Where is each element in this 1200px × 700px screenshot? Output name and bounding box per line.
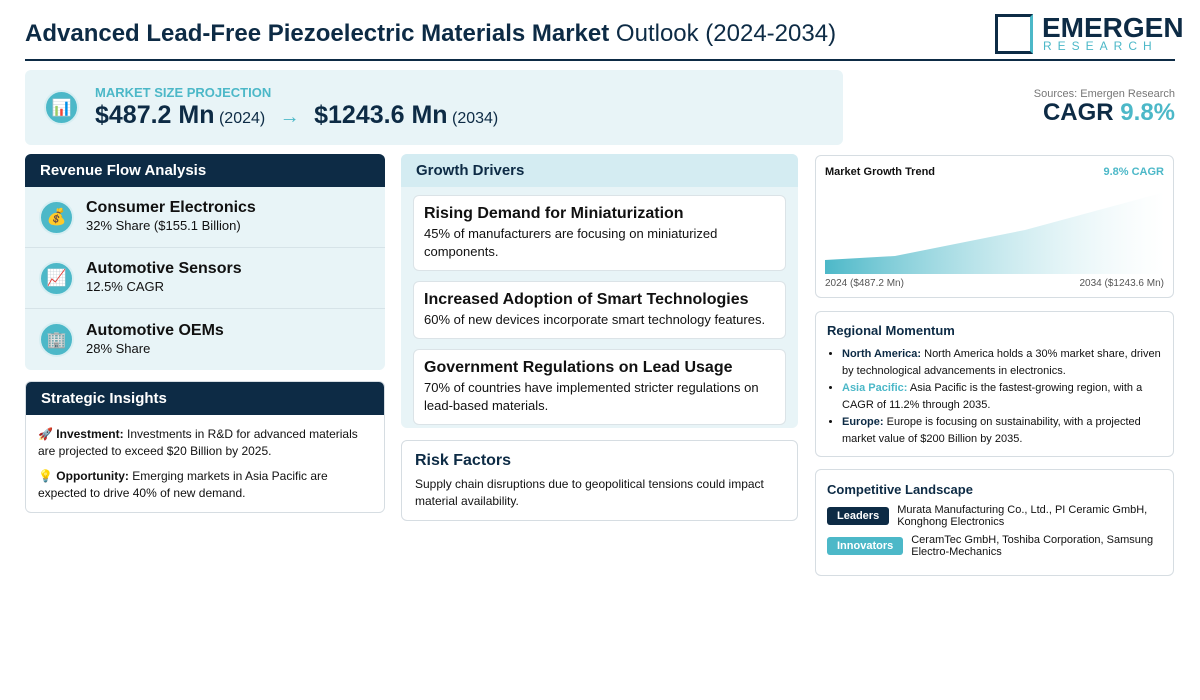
group-companies: Murata Manufacturing Co., Ltd., PI Ceram…	[897, 504, 1148, 528]
trend-end: 2034 ($1243.6 Mn)	[1079, 278, 1164, 289]
regional-title: Regional Momentum	[827, 323, 955, 338]
projection-label: MARKET SIZE PROJECTION	[95, 85, 272, 100]
item-detail: 32% Share ($155.1 Billion)	[86, 218, 241, 233]
area-shape	[825, 192, 1165, 274]
insight-label: Opportunity:	[56, 469, 129, 483]
title-rest: Outlook (2024-2034)	[615, 20, 837, 47]
group-label: Innovators	[827, 537, 904, 555]
projection-values: $487.2 Mn (2024) → $1243.6 Mn (2034)	[95, 101, 498, 130]
title-bold: Advanced Lead-Free Piezoelectric Materia…	[25, 20, 610, 47]
item-detail: 28% Share	[86, 340, 151, 356]
driver-card: Increased Adoption of Smart Technologies…	[413, 281, 786, 339]
header-rule	[25, 59, 1175, 61]
item-name: Automotive Sensors	[86, 260, 242, 277]
revenue-item: 💰 Consumer Electronics 32% Share ($155.1 B…	[25, 187, 385, 248]
insight: 🚀 Investment: Investments in R&D for adv…	[38, 427, 358, 458]
icon: 🏢	[39, 322, 74, 357]
group-label: Leaders	[827, 507, 890, 525]
revenue-item: 🏢 Automotive OEMs 28% Share	[25, 309, 385, 370]
driver-text: 60% of new devices incorporate smart tec…	[424, 312, 766, 327]
growth-trend: Market Growth Trend 9.8% CAGR 2024 ($487…	[815, 155, 1174, 298]
region-text: Europe is focusing on sustainability, wi…	[842, 416, 1141, 445]
insight: 💡 Opportunity: Emerging markets in Asia …	[38, 469, 328, 500]
trend-area	[825, 192, 1165, 274]
company-group: Leaders Murata Manufacturing Co., Ltd., P…	[827, 504, 1162, 528]
competitive-landscape: Competitive Landscape Leaders Murata Manu…	[815, 469, 1174, 576]
projection-panel: 📊 MARKET SIZE PROJECTION $487.2 Mn (2024…	[25, 70, 843, 145]
logo-mark	[995, 14, 1033, 54]
driver-card: Government Regulations on Lead Usage 70% …	[413, 349, 786, 425]
strategic-insights: Strategic Insights 🚀 Investment: Investm…	[25, 381, 385, 513]
region-name: Asia Pacific:	[842, 382, 908, 394]
insights-body: 🚀 Investment: Investments in R&D for adv…	[26, 415, 384, 512]
insight-label: Investment:	[56, 427, 124, 441]
driver-title: Government Regulations on Lead Usage	[424, 359, 733, 376]
end-year: (2034)	[452, 110, 499, 127]
chart-icon: 📊	[44, 90, 79, 125]
icon: 📈	[39, 260, 74, 296]
revenue-flow: Revenue Flow Analysis 💰 Consumer Electron…	[25, 154, 385, 370]
item-detail: 12.5% CAGR	[86, 279, 165, 294]
region-name: North America:	[842, 348, 922, 360]
item-name: Consumer Electronics	[86, 199, 256, 216]
end-value: $1243.6 Mn	[314, 101, 448, 129]
risk-text: Supply chain disruptions due to geopolit…	[415, 477, 764, 508]
driver-title: Increased Adoption of Smart Technologies	[424, 291, 749, 308]
cagr: CAGR 9.8%	[1043, 99, 1175, 127]
sources: Sources: Emergen Research	[1033, 88, 1175, 100]
item-name: Automotive OEMs	[86, 321, 224, 339]
logo-main: EMERGEN	[1042, 12, 1184, 43]
driver-text: 70% of countries have implemented strict…	[424, 380, 759, 413]
insights-title: Strategic Insights	[26, 382, 384, 415]
risk-factors: Risk Factors Supply chain disruptions du…	[401, 440, 798, 521]
cagr-value: 9.8%	[1120, 99, 1175, 126]
competitive-title: Competitive Landscape	[827, 482, 973, 497]
insight-text: Emerging markets in Asia Pacific are exp…	[38, 469, 328, 500]
insight-text: Investments in R&D for advanced material…	[38, 427, 358, 458]
regional-list: North America: North America holds a 30%…	[827, 346, 1162, 448]
driver-card: Rising Demand for Miniaturization 45% of …	[413, 195, 786, 271]
start-value: $487.2 Mn	[95, 101, 215, 129]
cagr-label: CAGR	[1042, 99, 1114, 126]
page-title: Advanced Lead-Free Piezoelectric Materia…	[25, 20, 836, 48]
logo-sub: RESEARCH	[1043, 39, 1158, 53]
revenue-item: 📈 Automotive Sensors 12.5% CAGR	[25, 248, 385, 309]
drivers-title: Growth Drivers	[401, 154, 798, 187]
growth-drivers: Growth Drivers Rising Demand for Miniatu…	[401, 154, 798, 428]
revenue-title: Revenue Flow Analysis	[25, 154, 385, 187]
region-item: Europe: Europe is focusing on sustainabi…	[842, 414, 1162, 448]
region-text: North America holds a 30% market share, …	[842, 348, 1161, 377]
driver-text: 45% of manufacturers are focusing on min…	[424, 226, 718, 259]
region-item: North America: North America holds a 30%…	[842, 346, 1162, 380]
regional-momentum: Regional Momentum North America: North A…	[815, 311, 1174, 457]
start-year: (2024)	[218, 110, 266, 127]
risk-title: Risk Factors	[415, 452, 512, 469]
trend-title: Market Growth Trend	[825, 166, 936, 178]
arrow: →	[279, 106, 300, 128]
trend-start: 2024 ($487.2 Mn)	[825, 278, 904, 289]
company-group: Innovators CeramTec GmbH, Toshiba Corpora…	[827, 534, 1162, 558]
region-item: Asia Pacific: Asia Pacific is the fastes…	[842, 380, 1162, 414]
trend-badge: 9.8% CAGR	[1103, 166, 1164, 178]
region-name: Europe:	[842, 416, 884, 428]
icon: 💰	[39, 199, 74, 235]
region-text: Asia Pacific is the fastest-growing regi…	[842, 382, 1143, 411]
driver-title: Rising Demand for Miniaturization	[424, 205, 684, 222]
group-companies: CeramTec GmbH, Toshiba Corporation, Sams…	[911, 534, 1154, 558]
